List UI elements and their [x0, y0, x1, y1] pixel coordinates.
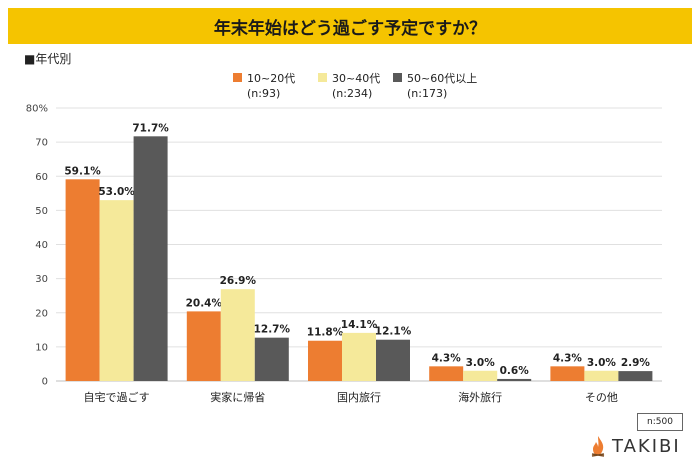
x-tick-label: 自宅で過ごす [84, 390, 150, 404]
legend-n-series-2: (n:234) [332, 87, 373, 100]
y-tick-label: 80% [26, 104, 48, 115]
legend-label-series-1: 10~20代 [247, 72, 296, 85]
y-tick-label: 30 [35, 274, 48, 285]
data-label: 12.7% [254, 324, 291, 336]
data-label: 71.7% [132, 122, 169, 134]
bar [584, 370, 619, 381]
data-label: 14.1% [341, 319, 378, 331]
data-label: 0.6% [500, 365, 530, 377]
y-tick-label: 60 [35, 172, 48, 183]
legend-n-series-3: (n:173) [407, 87, 448, 100]
bar [99, 200, 134, 381]
data-label: 4.3% [432, 352, 462, 364]
sample-size-box: n:500 [637, 413, 683, 431]
flame-icon [591, 436, 605, 457]
data-label: 4.3% [553, 352, 583, 364]
y-tick-label: 40 [35, 240, 48, 251]
bar [186, 311, 221, 381]
data-label: 53.0% [98, 186, 135, 198]
legend-swatch-series-3 [393, 73, 402, 82]
data-label: 26.9% [220, 275, 257, 287]
bar [308, 340, 342, 381]
chart-legend: 10~20代 (n:93) 30~40代 (n:234) 50~60代以上 (n… [0, 70, 700, 104]
legend-n-series-1: (n:93) [247, 87, 281, 100]
chart-title: 年末年始はどう過ごす予定ですか？ [8, 8, 692, 44]
bar [618, 371, 653, 381]
bar [133, 136, 168, 381]
bar [550, 366, 585, 381]
data-label: 3.0% [587, 357, 617, 369]
legend-label-series-2: 30~40代 [332, 72, 381, 85]
data-label: 11.8% [307, 327, 344, 339]
bar [254, 337, 289, 381]
bar [497, 378, 532, 381]
y-tick-label: 10 [35, 342, 48, 353]
legend-swatch-series-2 [318, 73, 327, 82]
bar [429, 366, 464, 381]
bar [220, 289, 255, 381]
y-tick-label: 70 [35, 138, 48, 149]
legend-swatch-series-1 [233, 73, 242, 82]
bar [463, 370, 498, 381]
x-tick-label: その他 [585, 391, 618, 404]
data-label: 59.1% [64, 165, 101, 177]
logo-text: TAKIBI [612, 435, 681, 457]
y-tick-label: 50 [35, 206, 48, 217]
data-label: 3.0% [466, 357, 496, 369]
takibi-logo: TAKIBI [590, 434, 681, 458]
bar [376, 339, 410, 381]
chart-subtitle: ■年代別 [24, 52, 72, 66]
x-tick-label: 海外旅行 [458, 390, 502, 404]
bar [65, 179, 100, 381]
y-tick-label: 0 [42, 377, 48, 388]
data-label: 2.9% [621, 357, 651, 369]
bar [342, 332, 376, 381]
y-tick-label: 20 [35, 308, 48, 319]
legend-label-series-3: 50~60代以上 [407, 72, 478, 85]
x-tick-label: 実家に帰省 [210, 390, 265, 404]
x-tick-label: 国内旅行 [337, 390, 381, 404]
data-label: 12.1% [375, 326, 412, 338]
data-label: 20.4% [186, 297, 223, 309]
